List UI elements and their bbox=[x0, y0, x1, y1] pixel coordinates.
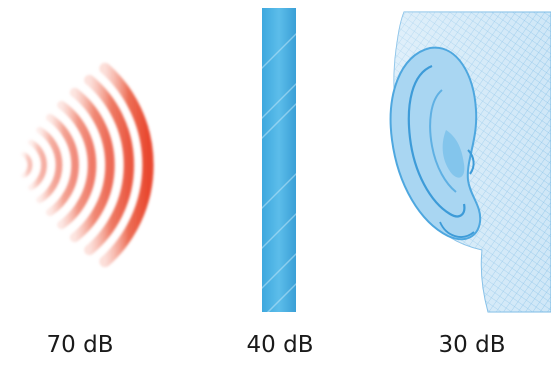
sound-wave-arc bbox=[57, 100, 97, 230]
barrier-panel: 40 dB bbox=[190, 0, 370, 367]
sound-wave-arc bbox=[21, 151, 33, 179]
ear-icon bbox=[389, 11, 551, 313]
sound-source-panel: 70 dB bbox=[0, 0, 190, 367]
ear-level-label: 30 dB bbox=[438, 332, 506, 358]
sound-wave-arc bbox=[99, 62, 154, 268]
barrier-level-label: 40 dB bbox=[246, 332, 314, 358]
sound-waves-icon bbox=[21, 62, 154, 268]
sound-wave-arc bbox=[69, 87, 115, 243]
sound-wave-arc bbox=[84, 74, 135, 256]
sound-wave-arc bbox=[28, 139, 47, 191]
sound-wave-arc bbox=[46, 113, 79, 217]
sound-wave-arc bbox=[36, 126, 63, 204]
wall-barrier-icon bbox=[262, 8, 296, 312]
source-level-label: 70 dB bbox=[46, 332, 114, 358]
ear-panel: 30 dB bbox=[370, 0, 551, 367]
